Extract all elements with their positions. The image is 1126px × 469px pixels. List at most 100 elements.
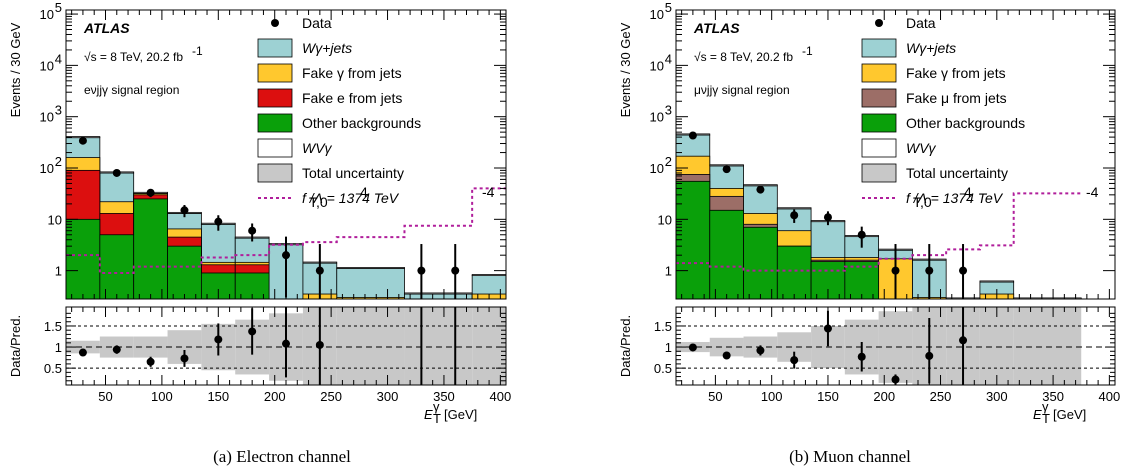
bar-signal-bin-10 [404, 292, 473, 295]
ratio-point-1 [688, 343, 697, 352]
ratio-uncertainty-band-bin-11 [1013, 307, 1082, 385]
stacked-histogram [66, 136, 506, 299]
legend-other-swatch [257, 113, 293, 133]
bar-other-bin-3 [743, 226, 778, 299]
y-tick-label: 10 [650, 110, 664, 125]
bar-other-bin-4 [167, 245, 202, 299]
ratio-point-5 [823, 324, 832, 333]
y-tick-label: 10 [40, 161, 54, 176]
ratio-content [66, 307, 506, 385]
y-tick-exponent: 2 [55, 154, 62, 169]
y-tick-label: 10 [40, 58, 54, 73]
x-tick-label: 100 [761, 389, 783, 404]
y-tick-label: 1 [55, 264, 62, 279]
region-label: μνjjγ signal region [694, 83, 790, 97]
x-axis-label-unit: [GeV] [1053, 407, 1086, 422]
data-point-9 [417, 266, 426, 275]
legend-data-marker [271, 19, 279, 27]
x-tick-label: 50 [98, 389, 112, 404]
data-point-8 [925, 266, 934, 275]
x-tick-label: 200 [264, 389, 286, 404]
data-point-4 [790, 211, 799, 220]
data-point-7 [891, 266, 900, 275]
legend-aqgc-label: f /Λ = 1374 TeV [302, 190, 400, 206]
legend-unc-swatch [257, 163, 293, 183]
legend-fake-gamma-label: Fake γ from jets [302, 65, 402, 81]
legend-wgamma-swatch [257, 38, 293, 58]
atlas-label: ATLAS [83, 20, 130, 36]
x-tick-label: 300 [986, 389, 1008, 404]
legend-data-label: Data [906, 15, 936, 31]
bar-other-bin-4 [776, 245, 812, 299]
y-axis-label: Events / 30 GeV [618, 22, 633, 117]
ratio-point-7 [282, 339, 290, 348]
legend-aqgc-sup2: -4 [1086, 184, 1099, 200]
legend-unc-label: Total uncertainty [302, 165, 404, 181]
ratio-point-4 [180, 354, 189, 363]
y-tick-label: 1 [665, 264, 672, 279]
ratio-y-tick-label: 0.5 [654, 361, 672, 376]
ratio-y-tick-label: 1.5 [44, 319, 62, 334]
ratio-point-9 [959, 336, 968, 345]
y-tick-label: 10 [48, 212, 62, 227]
x-tick-label: 200 [873, 389, 895, 404]
ratio-point-5 [214, 335, 223, 344]
y-tick-exponent: 3 [55, 103, 62, 118]
energy-lumi-label: √s = 8 TeV, 20.2 fb [84, 50, 183, 64]
legend-signal-swatch [861, 138, 897, 158]
lumi-exponent: -1 [802, 44, 813, 58]
legend-unc-swatch [861, 163, 897, 183]
legend-fake-gamma-swatch [861, 63, 897, 83]
y-tick-label: 10 [650, 58, 664, 73]
ratio-plot-area: 0.5 1 1.5 Data/Pred. 50 100 150 200 250 300 350 400… [618, 306, 1121, 426]
y-tick-exponent: 4 [665, 51, 672, 66]
y-tick-label: 10 [650, 161, 664, 176]
data-point-5 [214, 217, 223, 226]
legend: Data Wγ+jets Fake γ from jets Fake μ from j… [861, 15, 1099, 210]
legend-fake-lep-label: Fake μ from jets [906, 90, 1007, 106]
caption-muon: (b) Muon channel [789, 447, 911, 466]
ratio-plot-area: 0.5 1 1.5 Data/Pred. 50 100 150 200 250 300 350 400… [8, 306, 511, 426]
x-tick-label: 250 [320, 389, 342, 404]
legend: Data Wγ+jets Fake γ from jets Fake e from j… [257, 15, 495, 210]
legend-other-swatch [861, 113, 897, 133]
y-tick-label: 10 [40, 110, 54, 125]
ratio-y-axis-label: Data/Pred. [8, 315, 23, 377]
bar-wgamma-bin-9 [336, 268, 405, 299]
legend-aqgc-label: f /Λ = 1374 TeV [906, 190, 1004, 206]
data-point-6 [857, 230, 866, 239]
aqgc-line [676, 192, 1082, 272]
ratio-point-3 [146, 357, 155, 366]
x-axis-label: E [424, 407, 433, 422]
ratio-y-tick-label: 1 [665, 340, 672, 355]
y-tick-exponent: 3 [665, 103, 672, 118]
data-point-2 [112, 168, 121, 177]
legend-signal-label: WVγ [302, 140, 333, 156]
x-tick-label: 350 [433, 389, 455, 404]
x-tick-label: 150 [817, 389, 839, 404]
ratio-point-6 [248, 327, 257, 336]
data-point-1 [688, 131, 697, 140]
atlas-label: ATLAS [693, 20, 740, 36]
x-tick-label: 50 [708, 389, 722, 404]
ratio-point-8 [315, 340, 324, 349]
ratio-uncertainty-band-bin-11 [472, 307, 506, 385]
ratio-y-axis-label: Data/Pred. [618, 315, 633, 377]
legend-wgamma-label: Wγ+jets [302, 40, 352, 56]
bar-signal-bin-11 [471, 274, 506, 277]
data-point-9 [959, 266, 968, 275]
legend-unc-label: Total uncertainty [906, 165, 1008, 181]
legend-fake-gamma-label: Fake γ from jets [906, 65, 1006, 81]
y-tick-exponent: 2 [665, 154, 672, 169]
data-point-2 [722, 165, 731, 174]
legend-other-label: Other backgrounds [906, 115, 1025, 131]
x-tick-label: 250 [930, 389, 952, 404]
bar-signal-bin-4 [776, 207, 812, 210]
x-tick-label: 400 [1099, 389, 1121, 404]
legend-fake-lep-swatch [257, 88, 293, 108]
